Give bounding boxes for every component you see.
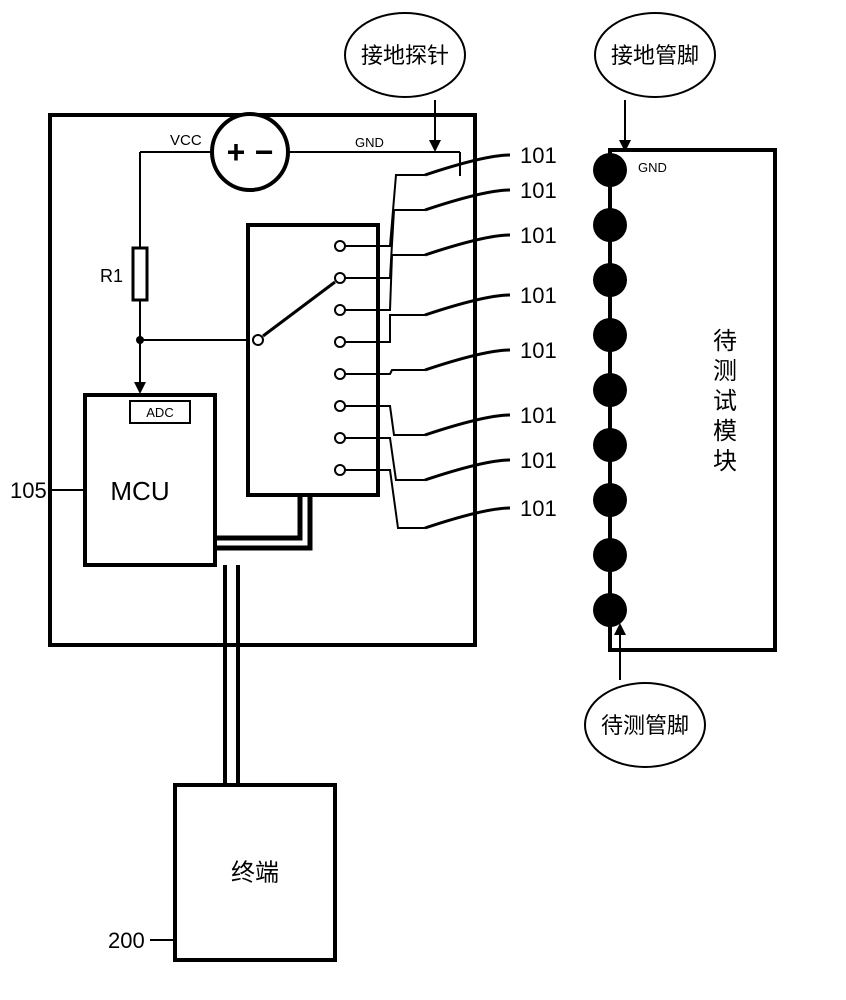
test-module-label-char: 待 — [713, 328, 737, 355]
probe-curve — [425, 190, 510, 210]
module-pin — [593, 318, 627, 352]
module-pin — [593, 593, 627, 627]
multiplexer — [248, 225, 378, 495]
switch-to-probe-wire — [378, 406, 425, 435]
module-pin — [593, 263, 627, 297]
probe-curve — [425, 235, 510, 255]
ref-200-label: 200 — [108, 928, 145, 953]
probe-curve — [425, 508, 510, 528]
module-pin — [593, 373, 627, 407]
module-gnd-label: GND — [638, 160, 667, 175]
probe-curve — [425, 460, 510, 480]
probe-curve — [425, 155, 510, 175]
probe-curve — [425, 415, 510, 435]
module-pin — [593, 153, 627, 187]
mcu-label: MCU — [110, 476, 169, 506]
r1-label: R1 — [100, 266, 123, 286]
terminal-label: 终端 — [231, 860, 279, 887]
probe-curve — [425, 350, 510, 370]
test-module-label-char: 测 — [713, 358, 737, 385]
plus-icon: + — [227, 134, 246, 170]
gnd-label: GND — [355, 135, 384, 150]
vcc-label: VCC — [170, 132, 202, 149]
module-pin — [593, 208, 627, 242]
minus-icon: − — [255, 134, 274, 170]
switch-to-probe-wire — [378, 370, 425, 374]
probe-curve — [425, 295, 510, 315]
probe-ref: 101 — [520, 223, 557, 248]
ref-105-label: 105 — [10, 478, 47, 503]
test-module — [610, 150, 775, 650]
switch-to-probe-wire — [378, 315, 425, 342]
probe-ref: 101 — [520, 403, 557, 428]
test-pin-label: 待测管脚 — [601, 713, 689, 738]
switch-to-probe-wire — [378, 210, 425, 278]
switch-to-probe-wire — [378, 438, 425, 480]
test-module-label-char: 试 — [713, 388, 737, 415]
probe-ref: 101 — [520, 143, 557, 168]
test-module-label-char: 模 — [713, 418, 737, 445]
probe-ref: 101 — [520, 283, 557, 308]
ground-probe-label: 接地探针 — [361, 43, 449, 68]
switch-to-probe-wire — [378, 255, 425, 310]
probe-ref: 101 — [520, 448, 557, 473]
probe-ref: 101 — [520, 496, 557, 521]
switch-to-probe-wire — [378, 470, 425, 528]
module-pin — [593, 428, 627, 462]
probe-ref: 101 — [520, 178, 557, 203]
ground-pin-label: 接地管脚 — [611, 43, 699, 68]
power-source — [212, 114, 288, 190]
adc-label: ADC — [146, 405, 173, 420]
r1-resistor — [133, 248, 147, 300]
module-pin — [593, 483, 627, 517]
mcu-to-switch-a — [215, 495, 300, 538]
probe-ref: 101 — [520, 338, 557, 363]
test-module-label-char: 块 — [713, 448, 737, 475]
module-pin — [593, 538, 627, 572]
